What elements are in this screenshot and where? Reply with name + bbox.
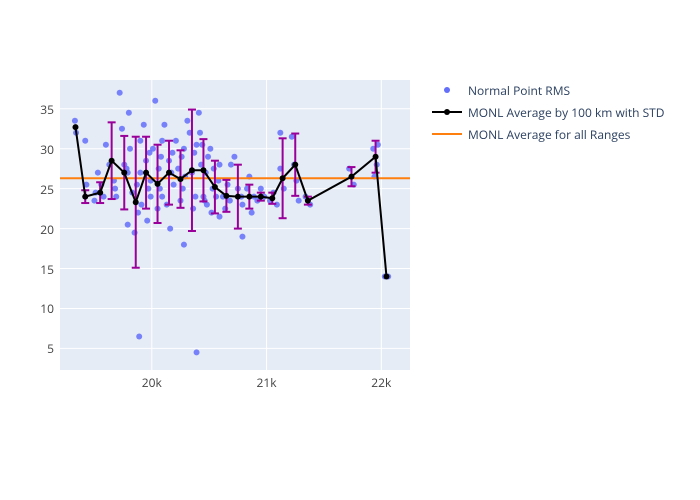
plot-svg: [0, 0, 700, 500]
legend-label: MONL Average for all Ranges: [468, 126, 630, 143]
legend-label: Normal Point RMS: [468, 82, 570, 99]
legend-item-mean[interactable]: MONL Average for all Ranges: [432, 124, 665, 144]
figure: { "layout": { "figure_w": 700, "figure_h…: [0, 0, 700, 500]
y-tick-label: 15: [28, 261, 54, 278]
legend-item-avg[interactable]: MONL Average by 100 km with STD: [432, 102, 665, 122]
x-tick-label: 20k: [137, 374, 167, 391]
y-tick-label: 30: [28, 141, 54, 158]
y-tick-label: 35: [28, 101, 54, 118]
legend-item-scatter[interactable]: Normal Point RMS: [432, 80, 665, 100]
legend-label: MONL Average by 100 km with STD: [468, 104, 665, 121]
legend-swatch-mean: [432, 128, 462, 140]
legend-swatch-avg: [432, 106, 462, 118]
y-tick-label: 10: [28, 300, 54, 317]
legend-swatch-scatter: [432, 84, 462, 96]
y-tick-label: 20: [28, 221, 54, 238]
y-tick-label: 25: [28, 181, 54, 198]
legend: Normal Point RMS MONL Average by 100 km …: [432, 80, 665, 146]
x-tick-label: 21k: [252, 374, 282, 391]
y-tick-label: 5: [28, 340, 54, 357]
x-tick-label: 22k: [366, 374, 396, 391]
